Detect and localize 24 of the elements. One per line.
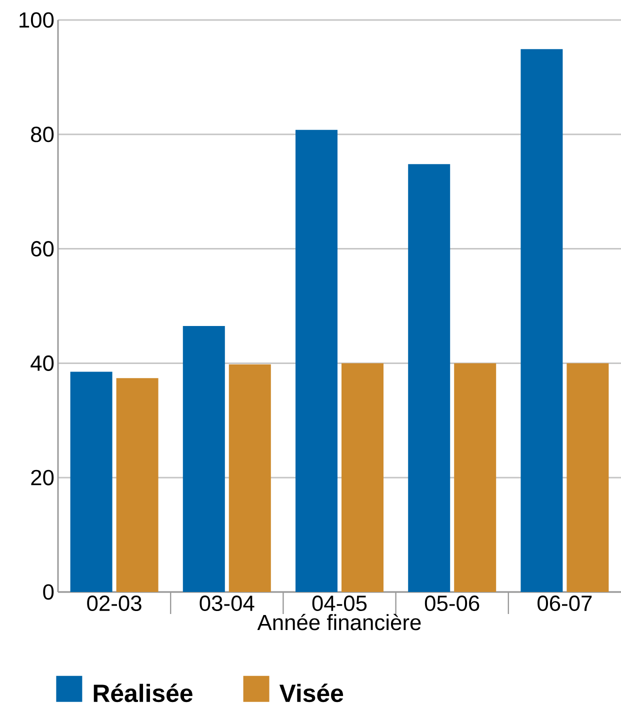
x-tick-label: 04-05 (312, 596, 367, 612)
bar (520, 49, 563, 592)
y-tick-label: 100 (20, 12, 54, 28)
bar (70, 372, 112, 592)
y-tick-label: 0 (43, 584, 54, 600)
bar (566, 363, 609, 592)
x-tick-label: 06-07 (538, 596, 592, 612)
legend-label: Visée (279, 684, 344, 702)
x-tick-label: 02-03 (87, 596, 142, 612)
y-tick-label: 40 (30, 355, 54, 371)
y-tick-label: 20 (31, 470, 54, 486)
y-tick-label: 60 (31, 241, 54, 257)
bar (454, 363, 496, 592)
bar (342, 363, 384, 592)
bar (408, 164, 450, 592)
bar (182, 326, 225, 592)
legend-label: Réalisée (94, 684, 192, 702)
bar (296, 130, 338, 592)
bar (116, 378, 158, 592)
bar (228, 364, 271, 592)
y-tick-label: 80 (31, 126, 54, 142)
x-tick-label: 03-04 (200, 596, 254, 612)
x-tick-label: 05-06 (424, 596, 480, 612)
x-axis-title: Année financière (257, 614, 421, 630)
